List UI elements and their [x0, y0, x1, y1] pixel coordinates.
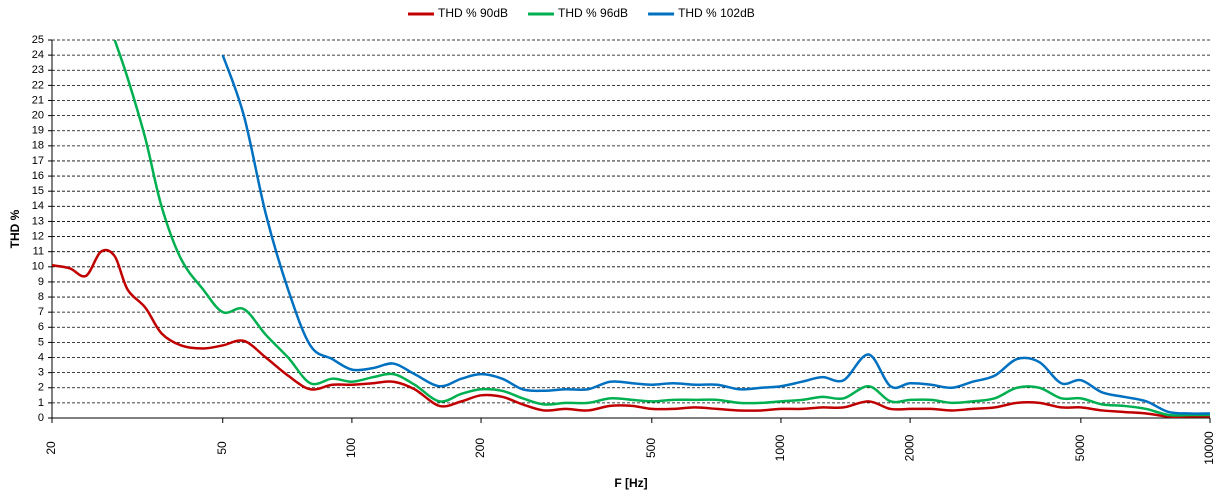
y-tick-label: 2	[38, 382, 44, 394]
y-tick-label: 17	[32, 155, 44, 167]
y-tick-label: 18	[32, 140, 44, 152]
y-tick-label: 19	[32, 125, 44, 137]
series-group	[52, 40, 1210, 418]
y-tick-label: 12	[32, 230, 44, 242]
y-tick-label: 15	[32, 185, 44, 197]
y-tick-label: 23	[32, 64, 44, 76]
y-tick-label: 22	[32, 79, 44, 91]
x-tick-label: 20	[44, 441, 58, 455]
y-tick-label: 16	[32, 170, 44, 182]
y-tick-label: 8	[38, 291, 44, 303]
y-tick-label: 4	[38, 351, 44, 363]
series-line	[221, 54, 1210, 415]
legend-label: THD % 96dB	[558, 6, 628, 20]
x-tick-label: 100	[344, 438, 358, 458]
y-axis-label: THD %	[8, 209, 22, 248]
x-tick-label: 1000	[773, 434, 787, 461]
x-tick-label: 50	[215, 441, 229, 455]
x-tick-label: 500	[644, 438, 658, 458]
y-tick-label: 11	[33, 246, 44, 258]
series-line	[113, 40, 1210, 417]
series-line	[52, 248, 1210, 418]
y-tick-label: 10	[32, 261, 44, 273]
x-tick-label: 2000	[902, 434, 916, 461]
y-tick-label: 24	[32, 49, 44, 61]
y-tick-label: 25	[32, 34, 44, 46]
y-tick-label: 3	[38, 367, 44, 379]
legend-label: THD % 90dB	[438, 6, 508, 20]
y-tick-label: 20	[32, 110, 44, 122]
y-tick-label: 13	[32, 215, 44, 227]
y-tick-label: 21	[32, 94, 44, 106]
x-tick-label: 200	[473, 438, 487, 458]
y-tick-label: 0	[38, 412, 44, 424]
y-tick-label: 1	[38, 397, 44, 409]
y-tick-label: 14	[32, 200, 44, 212]
x-axis-label: F [Hz]	[614, 476, 647, 490]
y-tick-label: 7	[38, 306, 44, 318]
y-tick-label: 6	[38, 321, 44, 333]
y-tick-label: 9	[38, 276, 44, 288]
legend-label: THD % 102dB	[678, 6, 755, 20]
x-tick-label: 5000	[1073, 434, 1087, 461]
x-tick-label: 10000	[1202, 431, 1216, 465]
y-tick-label: 5	[38, 336, 44, 348]
